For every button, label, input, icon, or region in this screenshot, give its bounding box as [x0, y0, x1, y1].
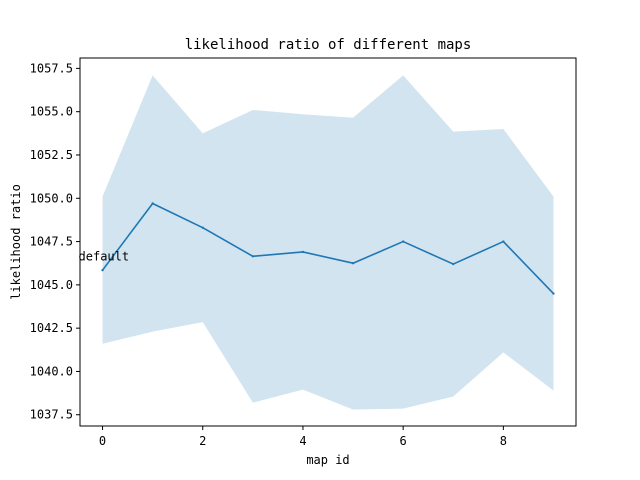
y-tick-label: 1037.5 [30, 408, 73, 422]
y-tick-label: 1052.5 [30, 148, 73, 162]
axis-ticks: 0 2 4 6 8 1037.5 1040.0 1042.5 1045.0 1047.5 1050.… [30, 61, 507, 448]
x-axis-label: map id [306, 453, 349, 467]
annotation-label: default [79, 249, 130, 263]
data-point [101, 268, 104, 272]
data-point [251, 255, 255, 258]
data-point [401, 240, 405, 243]
y-tick-label: 1042.5 [30, 321, 73, 335]
data-point [151, 202, 154, 205]
x-tick-label: 0 [99, 434, 106, 448]
chart-title: likelihood ratio of different maps [185, 37, 472, 53]
x-tick-label: 4 [299, 434, 306, 448]
data-point [552, 292, 555, 295]
confidence-band [102, 75, 554, 410]
y-tick-label: 1040.0 [30, 364, 73, 378]
plot-frame [79, 57, 577, 427]
data-point [452, 262, 455, 266]
data-point [502, 240, 505, 243]
data-point [301, 250, 305, 254]
y-axis-label: likelihood ratio [9, 184, 23, 300]
y-tick-label: 1050.0 [30, 191, 73, 205]
series-line [101, 202, 555, 295]
x-tick-label: 6 [400, 434, 407, 448]
y-tick-label: 1045.0 [30, 278, 73, 292]
data-point [201, 226, 204, 229]
y-tick-label: 1057.5 [30, 61, 73, 75]
y-tick-label: 1055.0 [30, 105, 73, 119]
data-point [351, 262, 355, 265]
x-tick-label: 8 [500, 434, 507, 448]
y-tick-label: 1047.5 [30, 235, 73, 249]
plot-area [101, 75, 555, 410]
x-tick-label: 2 [199, 434, 206, 448]
